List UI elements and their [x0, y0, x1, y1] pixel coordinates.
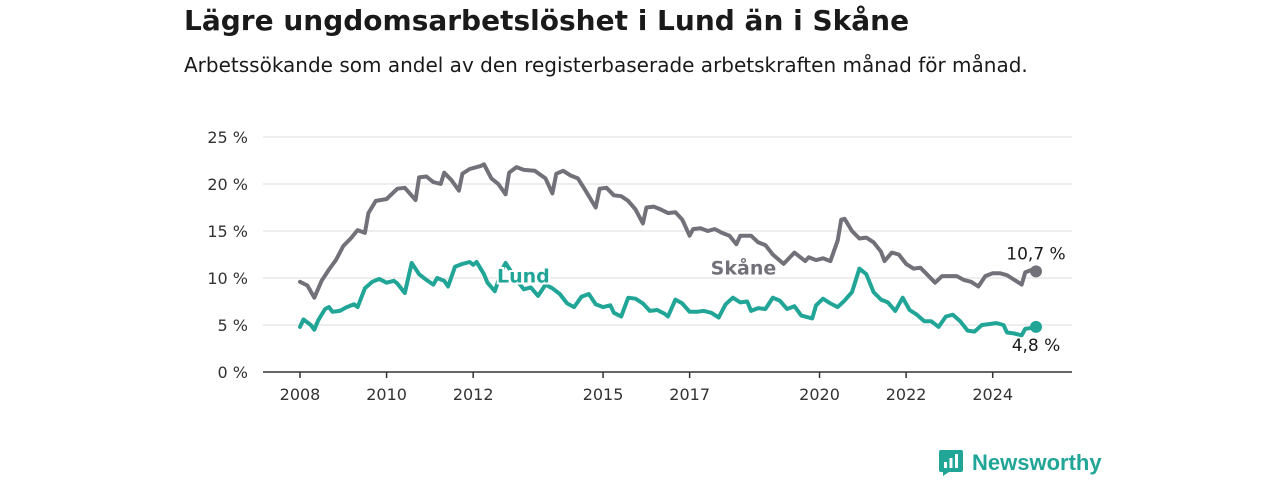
gridlines — [263, 136, 1072, 373]
end-value-label-lund: 4,8 % — [1012, 336, 1061, 356]
y-tick-label: 5 % — [218, 316, 248, 335]
y-axis-ticks: 0 % 5 % 10 % 15 % 20 % 25 % — [207, 128, 248, 382]
y-tick-label: 25 % — [207, 128, 248, 147]
series-label-lund: Lund — [497, 266, 550, 288]
series-line-skne — [298, 162, 1038, 300]
brand-logo: Newsworthy — [938, 448, 1102, 478]
series-label-skne: Skåne — [711, 256, 777, 280]
x-tick-label: 2017 — [669, 385, 710, 404]
series-labels: 10,7 % Skåne 4,8 % Lund — [495, 244, 1066, 356]
end-point-skne — [1030, 265, 1042, 278]
x-tick-label: 2022 — [886, 385, 927, 404]
x-tick-label: 2015 — [583, 385, 624, 404]
x-axis-ticks: 2008 2010 2012 2015 2017 2020 2022 2024 — [280, 372, 1013, 404]
x-tick-label: 2008 — [280, 385, 321, 404]
x-tick-label: 2012 — [453, 385, 494, 404]
end-point-lund — [1030, 320, 1042, 333]
series-line-lund — [298, 260, 1038, 338]
series-lines — [298, 162, 1042, 338]
y-tick-label: 10 % — [207, 269, 248, 288]
x-tick-label: 2020 — [799, 385, 840, 404]
end-value-label-skne: 10,7 % — [1006, 244, 1065, 264]
y-tick-label: 0 % — [218, 363, 248, 382]
y-tick-label: 15 % — [207, 222, 248, 241]
brand-name: Newsworthy — [972, 450, 1102, 475]
chart-subtitle: Arbetssökande som andel av den registerb… — [184, 53, 1028, 77]
x-tick-label: 2010 — [366, 385, 407, 404]
chart-title: Lägre ungdomsarbetslöshet i Lund än i Sk… — [184, 4, 910, 37]
newsworthy-logo-icon — [939, 450, 963, 476]
y-tick-label: 20 % — [207, 175, 248, 194]
x-tick-label: 2024 — [972, 385, 1013, 404]
